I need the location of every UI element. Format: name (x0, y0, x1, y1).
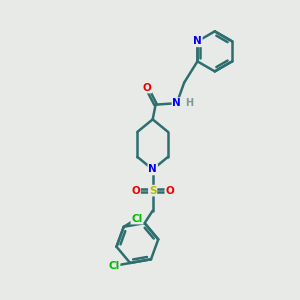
Text: O: O (142, 82, 151, 93)
Text: O: O (131, 186, 140, 196)
Text: N: N (148, 164, 157, 174)
Text: S: S (149, 186, 156, 196)
Text: N: N (193, 36, 202, 46)
Text: Cl: Cl (108, 261, 120, 271)
Text: H: H (185, 98, 193, 108)
Text: N: N (172, 98, 181, 108)
Text: O: O (165, 186, 174, 196)
Text: Cl: Cl (131, 214, 142, 224)
